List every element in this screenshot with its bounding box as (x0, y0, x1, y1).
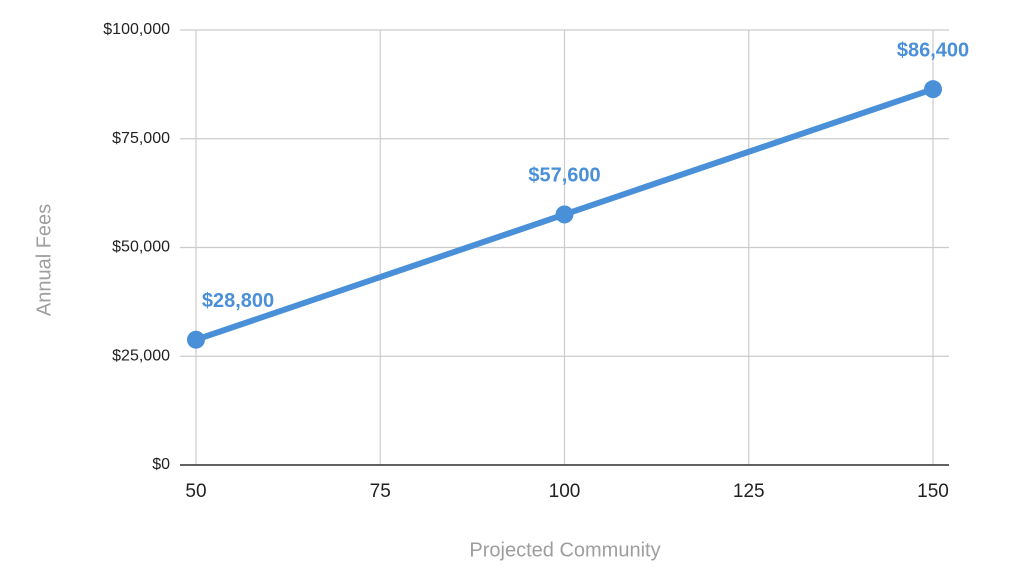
data-point (924, 80, 942, 99)
data-point (555, 205, 574, 224)
y-tick-label: $0 (152, 456, 170, 473)
value-label: $28,800 (202, 290, 274, 312)
y-axis-title: Annual Fees (33, 204, 55, 316)
x-tick-label: 50 (185, 481, 206, 502)
x-tick-label: 75 (370, 481, 391, 502)
x-axis-title: Projected Community (469, 539, 660, 561)
x-tick-label: 125 (733, 481, 765, 502)
data-point (187, 330, 205, 349)
value-label: $57,600 (528, 165, 600, 187)
y-tick-label: $100,000 (103, 21, 170, 38)
x-tick-label: 100 (549, 481, 581, 502)
x-tick-label: 150 (917, 481, 949, 502)
y-tick-label: $25,000 (112, 347, 170, 364)
y-tick-label: $75,000 (112, 130, 170, 147)
y-tick-label: $50,000 (112, 239, 170, 256)
value-label: $86,400 (897, 39, 969, 61)
